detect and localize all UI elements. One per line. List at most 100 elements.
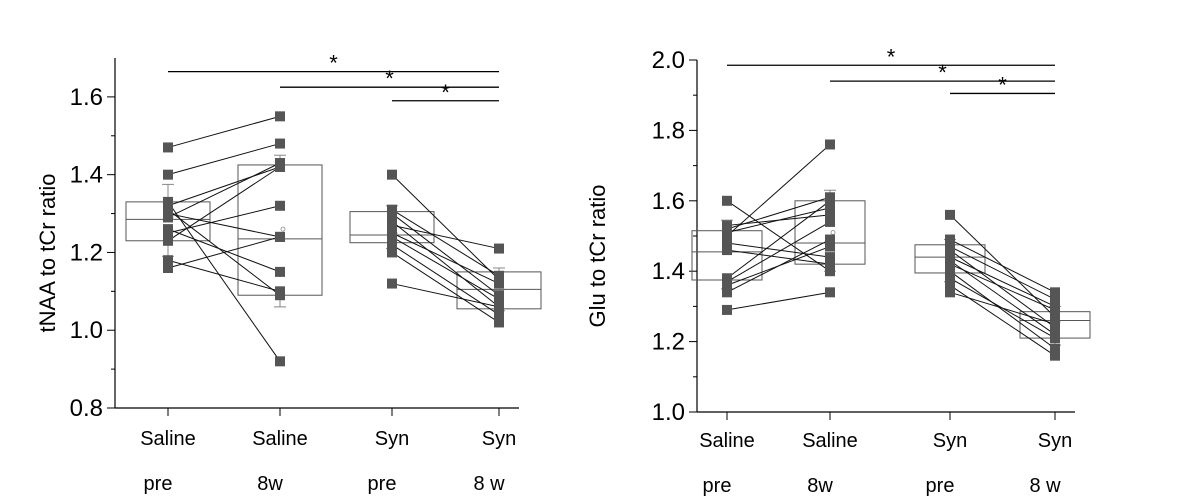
paired-line xyxy=(949,239,1056,293)
paired-line xyxy=(949,249,1056,328)
data-point xyxy=(387,220,397,231)
paired-line xyxy=(726,291,831,311)
category-label-line1: Syn xyxy=(933,430,967,452)
category-label-line1: Syn xyxy=(375,428,409,450)
category-label-line1: Syn xyxy=(1038,430,1072,452)
data-point xyxy=(825,195,835,206)
paired-line xyxy=(391,224,500,250)
data-point xyxy=(163,169,173,180)
data-point xyxy=(722,304,732,315)
data-point xyxy=(825,259,835,270)
data-point xyxy=(387,278,397,289)
data-point xyxy=(275,286,285,297)
data-point xyxy=(945,245,955,256)
paired-line xyxy=(949,263,1056,311)
paired-line xyxy=(391,252,500,323)
paired-line xyxy=(167,115,281,148)
data-point xyxy=(825,252,835,263)
paired-line xyxy=(726,239,831,293)
data-point xyxy=(1050,333,1060,344)
category-label-line1: Saline xyxy=(140,428,196,450)
data-point xyxy=(494,301,504,312)
data-point xyxy=(275,161,285,172)
significance-star: * xyxy=(887,44,896,69)
paired-line xyxy=(949,260,1056,335)
data-point xyxy=(825,139,835,150)
data-point xyxy=(275,356,285,367)
paired-line xyxy=(167,166,281,242)
data-point xyxy=(163,235,173,246)
data-point xyxy=(825,216,835,227)
data-point xyxy=(945,273,955,284)
y-axis-label: Glu to tCr ratio xyxy=(585,184,610,327)
paired-line xyxy=(726,221,831,283)
data-point xyxy=(825,287,835,298)
significance-star: * xyxy=(441,80,450,105)
data-point xyxy=(387,247,397,258)
data-point xyxy=(1050,311,1060,322)
tnaa-panel: 0.8 1.0 1.2 1.4 1.6 tNAA to tCr ratio Saline pr… xyxy=(35,51,542,495)
data-point xyxy=(1050,287,1060,298)
data-point xyxy=(275,111,285,122)
category-label-line1: Saline xyxy=(699,430,755,452)
paired-line xyxy=(167,236,281,269)
significance-star: * xyxy=(938,60,947,85)
category-label-line2: pre xyxy=(703,475,732,497)
paired-line xyxy=(391,232,500,285)
significance-star: * xyxy=(998,72,1007,97)
paired-line xyxy=(391,213,500,296)
paired-line xyxy=(391,283,500,308)
data-point xyxy=(494,243,504,254)
category-label-line1: Saline xyxy=(252,428,308,450)
paired-line xyxy=(167,201,281,362)
data-point xyxy=(825,202,835,213)
data-point xyxy=(722,245,732,256)
box-mean-marker xyxy=(280,226,286,232)
data-point xyxy=(494,270,504,281)
category-label-line2: 8w xyxy=(807,475,833,497)
data-point xyxy=(945,266,955,277)
data-point xyxy=(494,278,504,289)
paired-line xyxy=(726,249,831,265)
paired-line xyxy=(726,200,831,279)
paired-line xyxy=(391,236,500,300)
y-tick-label: 1.6 xyxy=(70,84,103,111)
significance-star: * xyxy=(329,51,338,76)
data-point xyxy=(163,228,173,238)
data-point xyxy=(1050,350,1060,361)
y-tick-label: 1.0 xyxy=(652,399,685,426)
data-point xyxy=(945,287,955,298)
category-label-line1: Syn xyxy=(482,428,516,450)
data-point xyxy=(945,259,955,270)
paired-line xyxy=(391,209,500,277)
paired-line xyxy=(167,213,281,238)
paired-line xyxy=(391,220,500,308)
data-point xyxy=(825,266,835,277)
paired-line xyxy=(949,246,1056,300)
y-tick-label: 1.2 xyxy=(652,329,685,356)
category-label-line2: 8w xyxy=(257,473,283,495)
data-point xyxy=(722,287,732,298)
paired-line xyxy=(726,200,831,272)
significance-star: * xyxy=(385,66,394,91)
y-tick-label: 1.0 xyxy=(70,317,103,344)
data-point xyxy=(275,266,285,277)
data-point xyxy=(825,241,835,252)
data-point xyxy=(945,234,955,245)
paired-line xyxy=(949,291,1056,325)
glu-panel: 1.0 1.2 1.4 1.6 1.8 2.0 Glu to tCr ratio Saline… xyxy=(585,44,1091,497)
data-point xyxy=(1050,304,1060,315)
paired-line xyxy=(167,228,281,273)
paired-line xyxy=(391,244,500,316)
y-tick-label: 1.8 xyxy=(652,117,685,144)
data-point xyxy=(163,212,173,223)
paired-line xyxy=(726,242,831,258)
data-point xyxy=(275,138,285,149)
data-point xyxy=(387,231,397,242)
paired-line xyxy=(167,259,281,292)
data-point xyxy=(387,169,397,180)
y-tick-label: 1.2 xyxy=(70,239,103,266)
data-point xyxy=(163,255,173,266)
y-tick-label: 1.4 xyxy=(70,162,103,189)
box-mean-marker xyxy=(830,230,836,235)
